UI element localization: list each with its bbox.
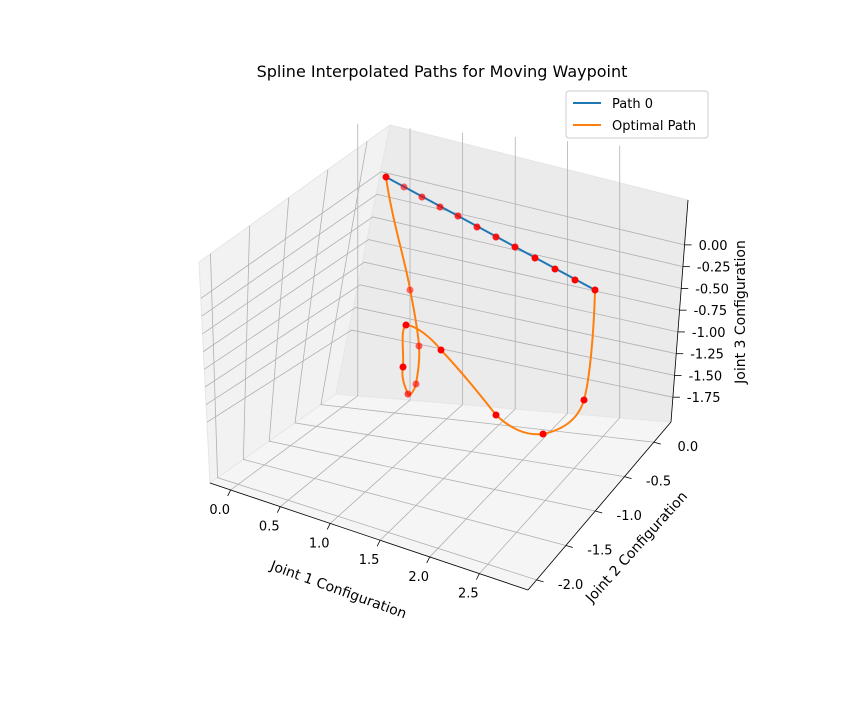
x-gridline: [329, 132, 464, 524]
z-axis-label: Joint 3 Configuration: [733, 240, 749, 385]
waypoint-marker: [412, 380, 420, 388]
z-tick-label: 0.00: [699, 239, 728, 254]
z-gridline: [206, 329, 673, 423]
z-tick-label: -1.50: [689, 369, 723, 384]
y-gridline: [320, 141, 654, 443]
y-tick-mark: [595, 510, 603, 514]
waypoint-marker: [492, 411, 500, 419]
x-tick-mark: [326, 523, 331, 530]
z-tick-label: -0.75: [694, 304, 728, 319]
y-tick-label: 0.0: [677, 440, 698, 455]
waypoint-marker: [531, 254, 539, 262]
waypoint-marker: [402, 321, 410, 329]
waypoint-marker: [437, 346, 445, 354]
y-tick-mark: [565, 545, 574, 548]
z-gridline: [202, 216, 682, 335]
x-gridline: [379, 136, 516, 541]
y-gridline: [294, 169, 625, 477]
x-tick-label: 1.0: [309, 536, 330, 551]
y-tick-mark: [536, 579, 544, 583]
z-gridline: [204, 284, 677, 388]
y-axis-line: [527, 421, 672, 591]
y-gridline: [242, 225, 566, 546]
x-axis-line: [209, 482, 529, 591]
y-tick-label: -2.0: [558, 578, 583, 593]
x-tick-mark: [227, 489, 232, 497]
z-tick-label: -1.25: [690, 348, 724, 363]
legend: Path 0 Optimal Path: [565, 90, 709, 139]
x-gridline: [429, 141, 568, 558]
x-tick-label: 2.5: [458, 587, 479, 602]
axis-lines: [209, 199, 689, 591]
z-gridline: [203, 239, 680, 352]
waypoint-marker: [406, 286, 414, 294]
z-axis-line: [670, 199, 689, 423]
z-gridline: [200, 171, 685, 299]
waypoint-marker: [551, 265, 559, 273]
waypoint-marker: [454, 212, 462, 220]
x-tick-mark: [276, 506, 281, 513]
x-axis-label: Joint 1 Configuration: [267, 558, 408, 623]
tick-labels: 0.0 0.5 1.0 1.5 2.0 2.5 0.0 -0.5 -1.0 -1.5 -2.0 0.0…: [209, 239, 730, 602]
waypoint-marker: [415, 342, 423, 350]
x-gridline: [280, 128, 411, 507]
x-tick-label: 2.0: [408, 570, 429, 585]
pane-back-right: [335, 124, 689, 423]
z-gridline: [205, 307, 675, 405]
waypoint-marker: [382, 173, 390, 181]
x-gridline: [479, 145, 621, 574]
x-tick-label: 0.5: [259, 520, 280, 535]
legend-frame: [565, 90, 709, 139]
z-gridline: [201, 193, 683, 317]
x-tick-mark: [475, 573, 480, 580]
z-tick-label: -1.75: [687, 391, 721, 406]
waypoint-marker: [404, 390, 412, 398]
x-gridline: [230, 123, 359, 491]
waypoint-marker: [473, 223, 481, 231]
y-tick-label: -1.0: [617, 509, 642, 524]
waypoint-markers: [382, 173, 599, 438]
legend-label-path-0: Path 0: [612, 97, 653, 112]
x-tick-label: 1.5: [359, 553, 380, 568]
waypoint-marker: [400, 183, 408, 191]
y-tick-mark: [653, 441, 661, 445]
z-tick-label: -0.25: [697, 261, 731, 276]
y-gridline: [210, 253, 537, 581]
y-tick-label: -0.5: [646, 475, 671, 490]
legend-label-optimal-path: Optimal Path: [612, 119, 696, 134]
chart-title: Spline Interpolated Paths for Moving Way…: [257, 62, 628, 81]
waypoint-marker: [492, 233, 500, 241]
waypoint-marker: [511, 243, 519, 251]
z-gridline: [204, 261, 678, 370]
x-tick-label: 0.0: [209, 503, 230, 518]
waypoint-marker: [580, 396, 588, 404]
waypoint-marker: [399, 363, 407, 371]
x-tick-mark: [426, 556, 431, 564]
y-tick-label: -1.5: [587, 543, 612, 558]
y-tick-mark: [624, 476, 632, 479]
z-tick-label: -0.50: [695, 282, 729, 297]
series-line-optimal-path: [385, 176, 596, 436]
tick-marks: [227, 244, 692, 583]
waypoint-marker: [539, 430, 547, 438]
grid-lines: [200, 123, 685, 581]
z-tick-label: -1.00: [692, 326, 726, 341]
x-tick-mark: [376, 540, 381, 547]
waypoint-marker: [436, 203, 444, 211]
waypoint-marker: [418, 193, 426, 201]
waypoint-marker: [591, 286, 599, 294]
waypoint-marker: [571, 276, 579, 284]
